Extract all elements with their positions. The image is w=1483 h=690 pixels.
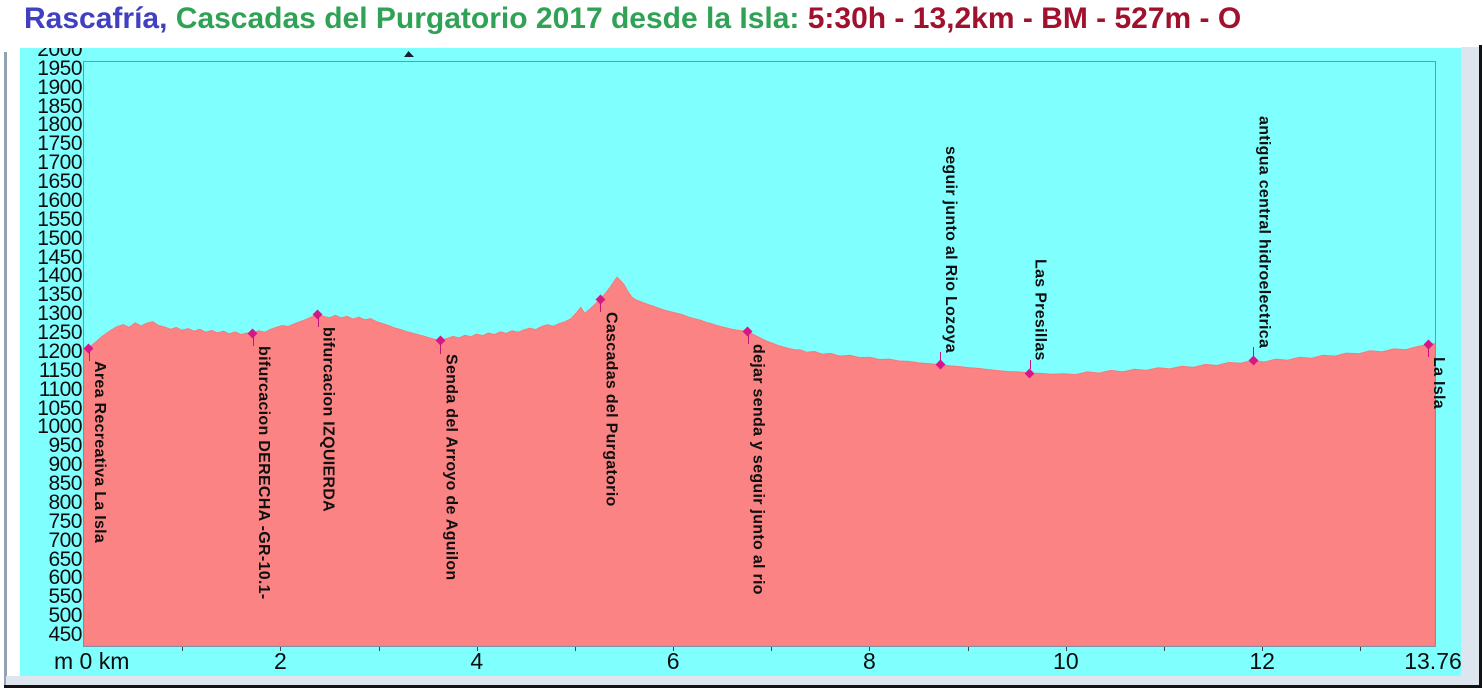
chart-panel: 450 500 550 600 650 700 750 800 850 900 950 1000 105… xyxy=(20,48,1461,676)
km-tick xyxy=(1164,647,1165,651)
waypoint-connector xyxy=(317,318,319,328)
y-axis-label: 1650 xyxy=(37,170,82,194)
km-tick xyxy=(379,647,380,651)
y-axis-label: 1200 xyxy=(37,339,82,363)
chart-title: Rascafría, Cascadas del Purgatorio 2017 … xyxy=(24,2,1474,46)
y-axis-label: 1700 xyxy=(37,151,82,175)
waypoint-label: Las Presillas xyxy=(1031,259,1049,362)
y-axis-label: 900 xyxy=(48,453,82,477)
y-axis-label: 1950 xyxy=(37,56,82,80)
waypoint-connector xyxy=(1029,360,1031,370)
y-axis-label: 1600 xyxy=(37,188,82,212)
km-tick xyxy=(477,647,478,651)
waypoint-connector xyxy=(1428,348,1430,358)
title-route-stats: 5:30h - 13,2km - BM - 527m - O xyxy=(799,2,1242,35)
km-tick xyxy=(1360,647,1361,651)
window-frame-bottom xyxy=(6,676,1479,685)
title-route-name: Cascadas del Purgatorio 2017 desde la Is… xyxy=(167,2,800,35)
y-axis-label: 1500 xyxy=(37,226,82,250)
x-axis-label: 10 xyxy=(1053,648,1079,674)
elevation-profile-area xyxy=(84,276,1435,646)
y-axis-label: 950 xyxy=(48,434,82,458)
km-tick xyxy=(968,647,969,651)
y-axis-label: 450 xyxy=(48,623,82,647)
km-tick xyxy=(280,647,281,651)
waypoint-label: seguir junto al Rio Lozoya xyxy=(942,145,960,353)
waypoint-label: Cascadas del Purgatorio xyxy=(602,312,620,507)
km-tick xyxy=(1066,647,1067,651)
waypoint-label: bifurcacion IZQUIERDA xyxy=(319,327,337,513)
waypoint-label: bifurcacion DERECHA -GR-10.1- xyxy=(254,346,272,600)
x-axis-label: 6 xyxy=(666,648,680,674)
y-axis-label: 1850 xyxy=(37,94,82,118)
y-axis-label: 1900 xyxy=(37,75,82,99)
y-axis-label: 2000 xyxy=(37,48,82,61)
y-axis-label: 550 xyxy=(48,585,82,609)
y-axis-label: 800 xyxy=(48,490,82,514)
y-axis-label: 1400 xyxy=(37,264,82,288)
title-route-start: Rascafría, xyxy=(24,2,168,35)
waypoint-label: Senda del Arroyo de Aguilon xyxy=(442,353,460,581)
km-tick xyxy=(771,647,772,651)
waypoint-label: La Isla xyxy=(1430,357,1448,410)
window-border-bottom xyxy=(4,685,1482,688)
km-tick xyxy=(575,647,576,651)
x-axis-label: 12 xyxy=(1249,648,1275,674)
waypoint-connector xyxy=(940,351,942,361)
waypoint-label: Area Recreativa La Isla xyxy=(90,361,108,544)
km-tick xyxy=(869,647,870,651)
x-axis-label: 2 xyxy=(273,648,287,674)
y-axis-label: 700 xyxy=(48,528,82,552)
stray-mark xyxy=(404,51,414,57)
y-axis-label: 500 xyxy=(48,604,82,628)
y-axis-label: 850 xyxy=(48,472,82,496)
km-tick xyxy=(673,647,674,651)
km-tick xyxy=(1262,647,1263,651)
y-axis-label: 650 xyxy=(48,547,82,571)
y-axis-label: 1300 xyxy=(37,302,82,326)
y-axis-label: 1350 xyxy=(37,283,82,307)
x-axis-origin-label: m 0 km xyxy=(54,648,130,674)
waypoint-connector xyxy=(1253,347,1255,357)
y-axis-label: 1150 xyxy=(38,358,83,382)
y-axis-label: 1250 xyxy=(37,321,82,345)
x-axis-end-label: 13.76 xyxy=(1404,648,1461,674)
y-axis-label: 1000 xyxy=(37,415,82,439)
waypoint-label: antigua central hidroelectrica xyxy=(1255,116,1273,349)
waypoint-connector xyxy=(747,335,749,345)
elevation-profile-polygon xyxy=(84,276,1435,646)
waypoint-connector xyxy=(440,344,442,354)
waypoint-label: dejar senda y seguir junto al rio xyxy=(749,344,767,596)
y-axis-label: 750 xyxy=(48,509,82,533)
y-axis-label: 1800 xyxy=(37,113,82,137)
x-axis-label: 8 xyxy=(863,648,876,674)
waypoint-connector xyxy=(600,303,602,313)
window-border-right xyxy=(1479,45,1482,687)
y-axis-label: 1450 xyxy=(37,245,82,269)
waypoint-connector xyxy=(88,352,90,362)
y-axis-label: 1550 xyxy=(37,207,82,231)
y-axis-label: 1100 xyxy=(38,377,83,401)
y-axis-label: 1050 xyxy=(37,396,82,420)
km-tick xyxy=(182,647,183,651)
y-axis-label: 600 xyxy=(48,566,82,590)
y-axis-label: 1750 xyxy=(37,132,82,156)
window-frame-left xyxy=(4,52,7,685)
x-axis-label: 4 xyxy=(470,648,484,674)
window-frame-right xyxy=(1461,47,1479,677)
waypoint-connector xyxy=(252,337,254,347)
